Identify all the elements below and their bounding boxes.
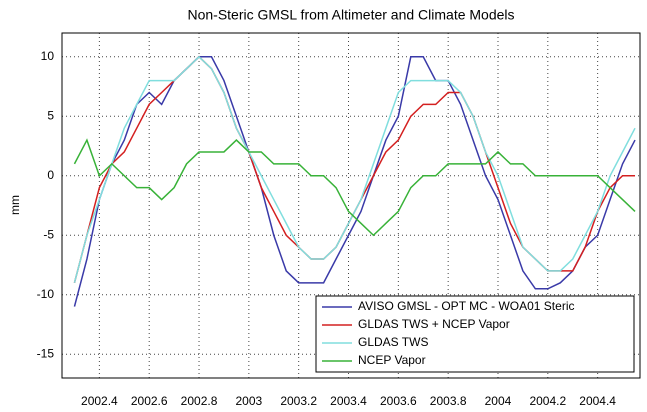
x-tick-label: 2003 [236,394,263,408]
legend-label: AVISO GMSL - OPT MC - WOA01 Steric [358,299,574,313]
x-tick-label: 2002.8 [181,394,218,408]
x-tick-label: 2002.4 [81,394,118,408]
x-tick-label: 2003.4 [330,394,367,408]
x-tick-label: 2004 [485,394,512,408]
series-line [73,55,636,284]
series-line [73,55,636,284]
x-tick-label: 2003.2 [280,394,317,408]
y-axis-label: mm [8,195,22,215]
chart-title: Non-Steric GMSL from Altimeter and Clima… [187,7,514,23]
series-line [73,56,636,307]
y-tick-label: -10 [37,287,55,301]
legend-label: GLDAS TWS + NCEP Vapor [358,317,510,331]
legend-label: NCEP Vapor [358,353,426,367]
series-line [73,138,636,237]
x-tick-label: 2003.6 [380,394,417,408]
legend-box [315,295,635,373]
x-tick-label: 2004.4 [579,394,616,408]
y-tick-label: -5 [43,227,54,241]
x-tick-label: 2002.6 [131,394,168,408]
legend-label: GLDAS TWS [358,335,428,349]
y-tick-label: 0 [47,168,54,182]
x-tick-label: 2004.2 [529,394,566,408]
x-tick-label: 2003.8 [430,394,467,408]
plot-frame [61,32,641,379]
y-tick-label: -15 [37,346,55,360]
y-tick-label: 5 [47,108,54,122]
y-tick-label: 10 [41,49,55,63]
